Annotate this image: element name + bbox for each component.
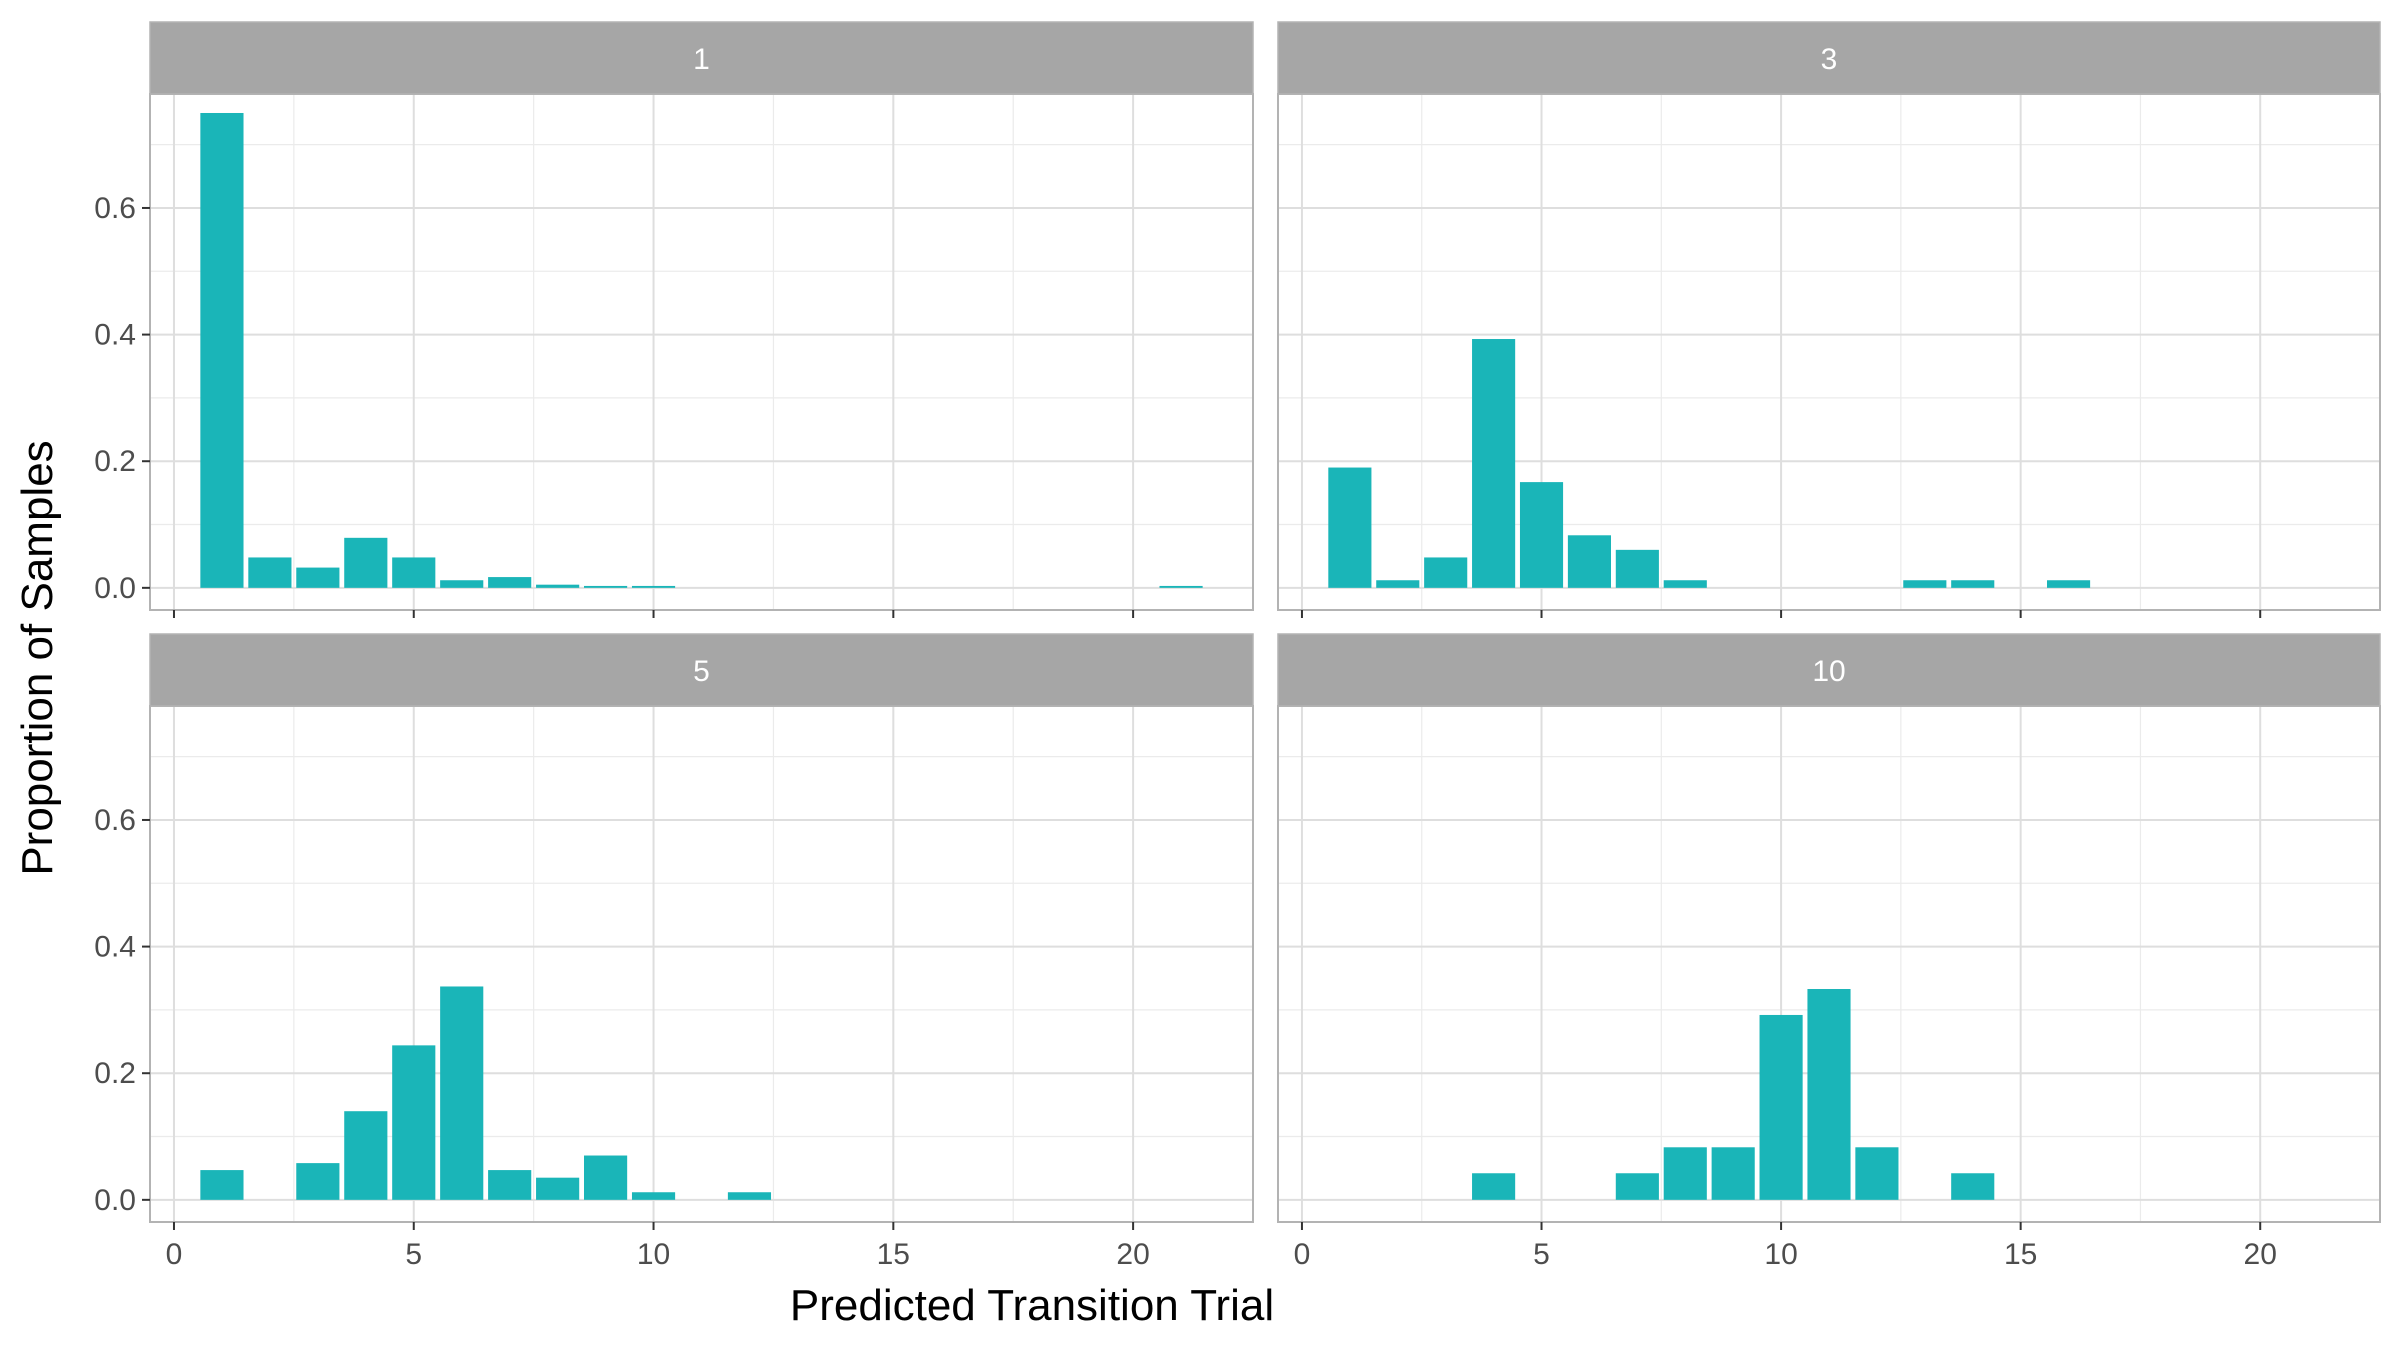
- bar: [1519, 482, 1564, 588]
- bar: [392, 557, 436, 588]
- bar: [1328, 467, 1372, 588]
- strip-background: [1277, 21, 2381, 95]
- bar: [248, 557, 292, 588]
- bar: [536, 1177, 580, 1200]
- bar: [392, 1045, 436, 1200]
- bar: [1663, 580, 1707, 588]
- bar: [1807, 989, 1851, 1200]
- y-tick-label: 0.2: [94, 1057, 136, 1090]
- bar: [200, 112, 244, 588]
- bar: [1615, 549, 1659, 588]
- strip-background: [1277, 633, 2381, 707]
- y-tick-label: 0.4: [94, 319, 136, 352]
- bar: [584, 585, 628, 588]
- y-tick-label: 0.4: [94, 931, 136, 964]
- y-tick-label: 0.0: [94, 1184, 136, 1217]
- panel-10: 10 0 5 10 15 20: [1277, 633, 2381, 1271]
- bar: [1855, 1147, 1899, 1200]
- x-tick-label: 10: [637, 1238, 670, 1271]
- x-tick-label: 15: [877, 1238, 910, 1271]
- bar: [440, 580, 484, 588]
- bar: [200, 1170, 244, 1200]
- bar: [1376, 580, 1420, 588]
- bar: [1159, 585, 1203, 588]
- bar: [1903, 580, 1947, 588]
- bar: [1615, 1173, 1659, 1200]
- bar: [1711, 1147, 1755, 1200]
- x-tick-label: 5: [405, 1238, 422, 1271]
- x-tick-label: 5: [1533, 1238, 1550, 1271]
- bar: [1567, 535, 1611, 588]
- x-tick-label: 20: [1116, 1238, 1149, 1271]
- x-tick-label: 10: [1764, 1238, 1797, 1271]
- bar: [631, 585, 676, 588]
- bar: [1951, 580, 1995, 588]
- strip-label: 5: [693, 655, 710, 688]
- y-tick-label: 0.0: [94, 572, 136, 605]
- bar: [1951, 1173, 1995, 1200]
- panel-1: 1 0.0 0.2 0.4 0.6: [94, 21, 1254, 618]
- panel-5: 5 0.0 0.2 0.4 0.6 0 5 10 15 20: [94, 633, 1254, 1271]
- strip-label: 3: [1821, 43, 1838, 76]
- bar: [1472, 1173, 1516, 1200]
- x-tick-label: 0: [166, 1238, 183, 1271]
- bar: [488, 577, 532, 588]
- strip-background: [149, 21, 1254, 95]
- panel-background: [150, 706, 1253, 1222]
- x-tick-label: 15: [2004, 1238, 2037, 1271]
- bar: [296, 567, 340, 588]
- bar: [1424, 557, 1468, 588]
- strip-label: 1: [693, 43, 710, 76]
- x-axis-title: Predicted Transition Trial: [790, 1281, 1274, 1330]
- bar: [631, 1192, 676, 1200]
- bar: [344, 1111, 388, 1200]
- strip-label: 10: [1812, 655, 1845, 688]
- bar: [727, 1192, 772, 1200]
- bar: [440, 986, 484, 1200]
- x-tick-label: 0: [1294, 1238, 1311, 1271]
- bar: [488, 1170, 532, 1200]
- bar: [536, 584, 580, 588]
- bar: [1759, 1014, 1803, 1200]
- bar: [584, 1155, 628, 1200]
- panel-background: [1278, 94, 2380, 610]
- panel-3: 3: [1277, 21, 2381, 618]
- bar: [1663, 1147, 1707, 1200]
- bar: [296, 1163, 340, 1200]
- y-axis-title: Proportion of Samples: [13, 440, 62, 875]
- bar: [2047, 580, 2091, 588]
- strip-background: [149, 633, 1254, 707]
- y-tick-label: 0.6: [94, 192, 136, 225]
- y-tick-label: 0.6: [94, 804, 136, 837]
- bar: [1472, 339, 1516, 588]
- bar: [344, 537, 388, 588]
- x-tick-label: 20: [2244, 1238, 2277, 1271]
- panel-background: [150, 94, 1253, 610]
- y-tick-label: 0.2: [94, 445, 136, 478]
